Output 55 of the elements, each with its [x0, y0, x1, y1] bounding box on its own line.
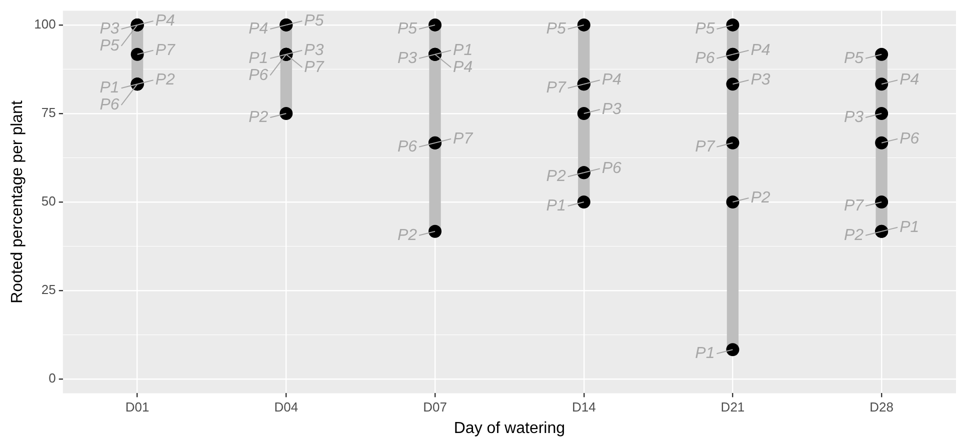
text: P3	[602, 100, 622, 118]
text: P6	[397, 138, 418, 156]
series-label: P6	[695, 50, 715, 67]
text: P1	[100, 80, 120, 97]
y-tick-label: 0	[48, 370, 56, 386]
text: P7	[695, 138, 715, 156]
y-axis-title: Rooted percentage per plant	[9, 100, 26, 304]
text: P2	[750, 189, 770, 206]
x-tick-label: D21	[720, 400, 745, 415]
series-label: P1	[695, 345, 715, 362]
text: P7	[155, 42, 175, 59]
y-tick-label: 50	[41, 194, 56, 209]
text: P1	[453, 42, 473, 59]
series-label: P2	[546, 168, 566, 186]
y-tick-label: 100	[34, 16, 56, 32]
y-tick-label: 75	[41, 105, 56, 120]
x-tick-label: D07	[423, 400, 447, 415]
text: P6	[100, 96, 120, 114]
text: P3	[304, 42, 324, 59]
text: P4	[602, 72, 622, 89]
text: P3	[397, 50, 418, 67]
series-label: P5	[546, 20, 566, 38]
text: P2	[397, 226, 418, 244]
text: P1	[900, 218, 920, 236]
text: P2	[844, 226, 864, 244]
text: P4	[453, 58, 473, 76]
text: P5	[100, 37, 120, 54]
text: P5	[304, 12, 324, 30]
text: P2	[248, 108, 268, 126]
text: P4	[750, 42, 770, 59]
series-label: P3	[844, 108, 864, 126]
text: P5	[695, 20, 715, 38]
x-tick-label: D14	[572, 400, 596, 415]
text: P6	[900, 130, 920, 148]
x-tick-label: D28	[870, 400, 894, 415]
text: P1	[546, 197, 566, 214]
text: P2	[155, 72, 175, 89]
x-axis-title: Day of watering	[454, 420, 566, 437]
text: P4	[900, 72, 920, 89]
text: P3	[100, 20, 120, 38]
text: P5	[844, 50, 864, 67]
y-tick-label: 25	[41, 282, 56, 298]
text: P7	[453, 130, 473, 148]
text: P3	[750, 72, 770, 89]
series-label: P4	[248, 20, 268, 38]
x-tick-label: D04	[274, 400, 298, 415]
x-tick-label: D01	[125, 400, 150, 415]
text: P6	[602, 160, 622, 178]
text: P4	[155, 12, 175, 30]
series-label: P7	[546, 80, 567, 97]
text: P1	[248, 50, 268, 67]
text: P7	[844, 197, 864, 214]
text: P7	[304, 58, 324, 76]
text: P5	[397, 20, 418, 38]
text: P6	[248, 66, 268, 84]
